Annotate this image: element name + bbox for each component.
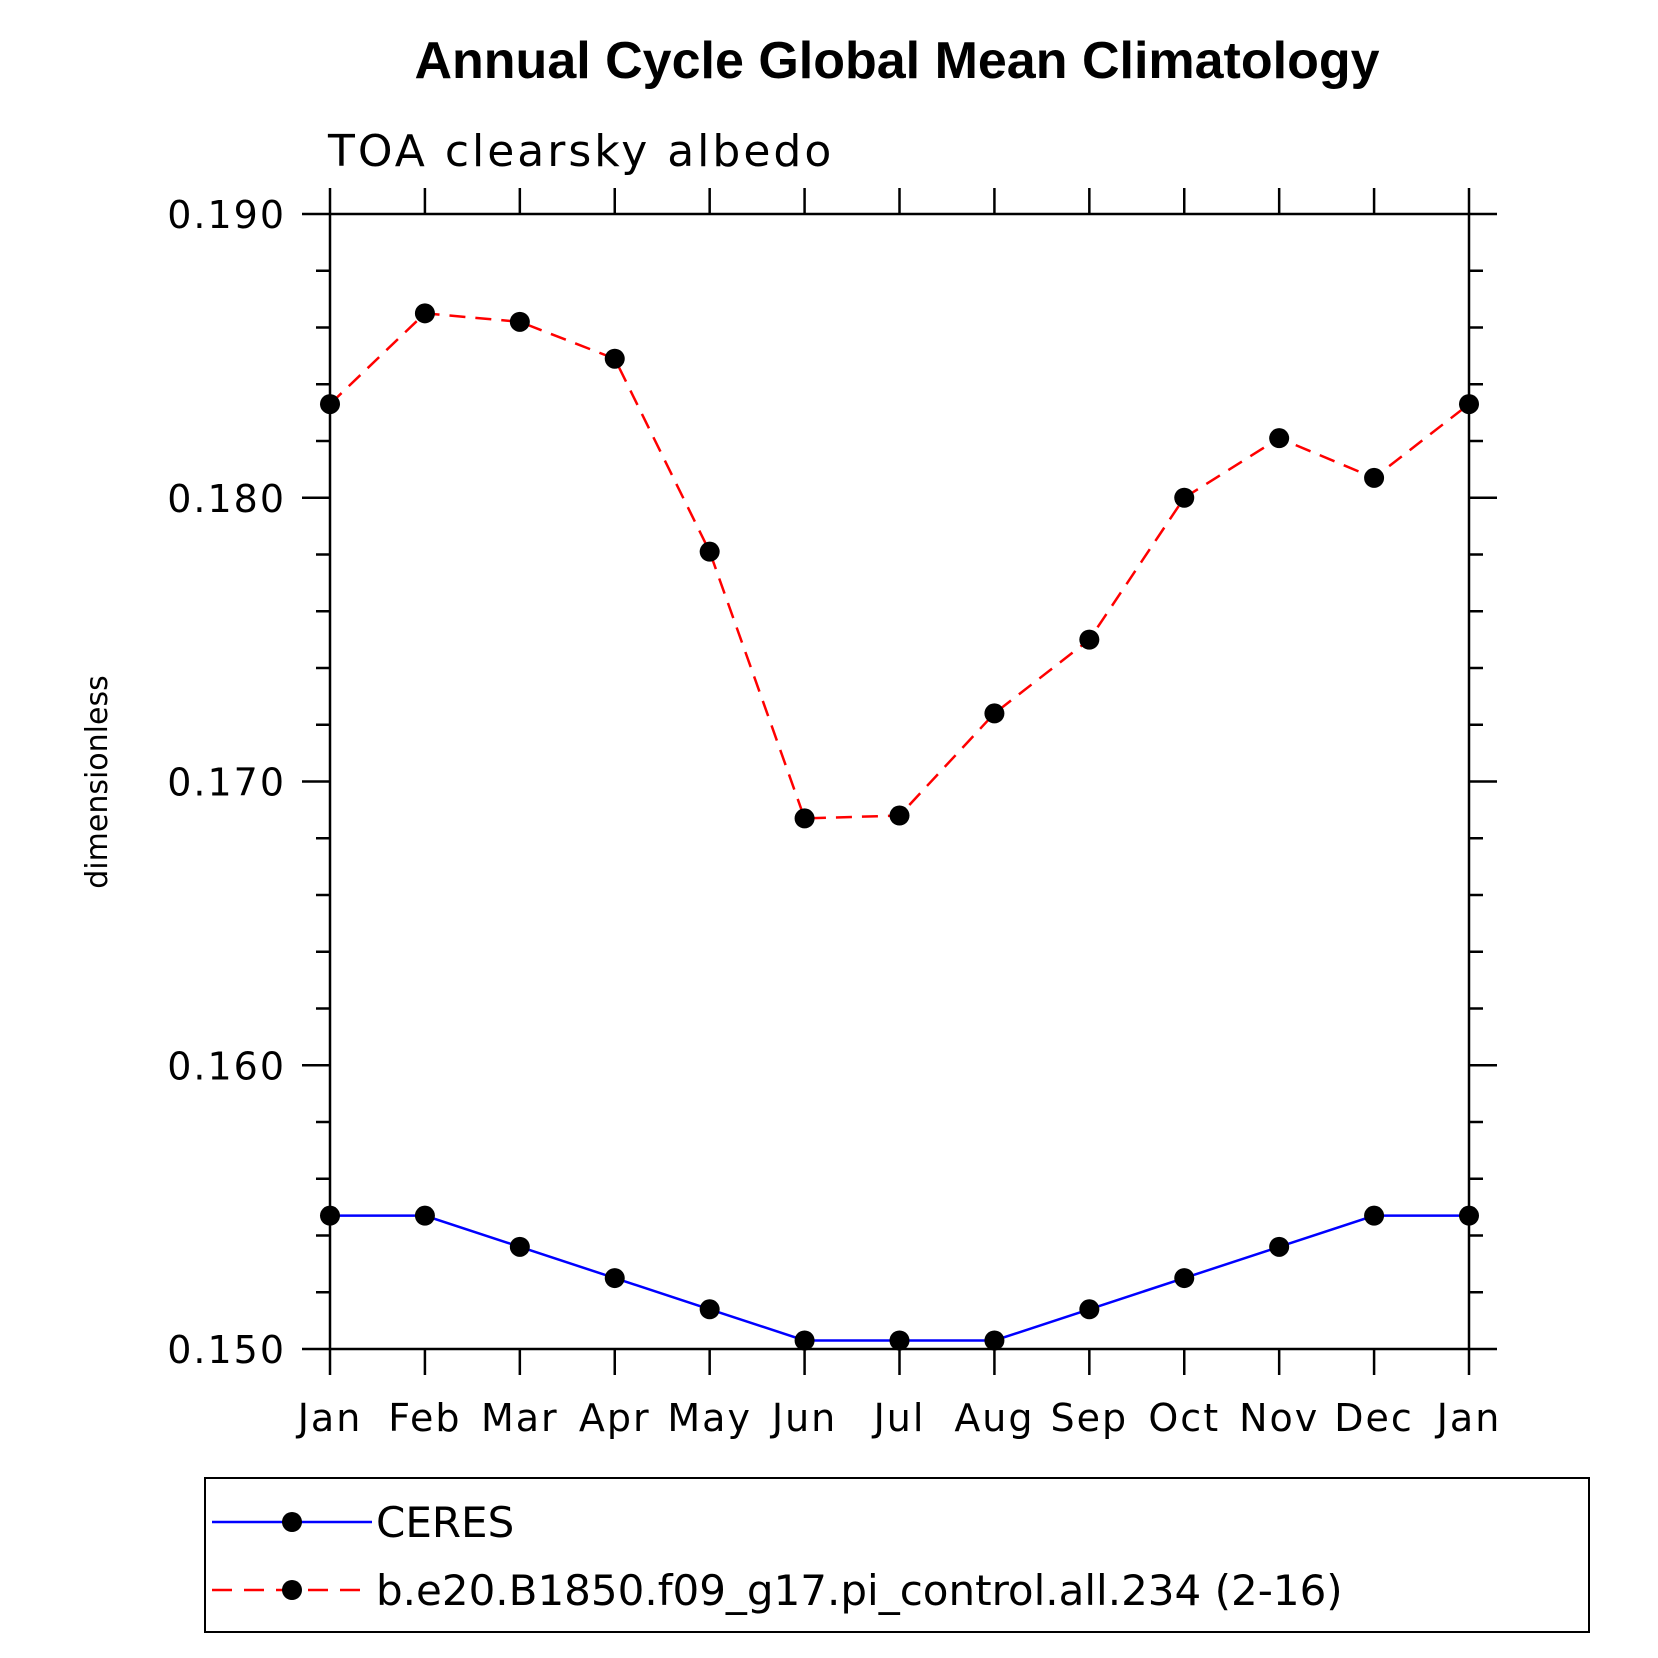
series-2-point [984, 703, 1005, 724]
x-tick-label: Apr [579, 1396, 651, 1440]
legend-box [204, 1477, 1590, 1633]
series-1-point [1079, 1299, 1100, 1320]
legend-entries: CERES b.e20.B1850.f09_g17.pi_control.all.… [212, 1498, 1343, 1615]
series-1-point [320, 1205, 340, 1226]
series-1-point [699, 1299, 720, 1320]
x-tick-label: Oct [1148, 1396, 1220, 1440]
series-1-point [414, 1205, 435, 1226]
axes [302, 188, 1497, 1375]
legend-label-2: b.e20.B1850.f09_g17.pi_control.all.234 (… [376, 1566, 1343, 1615]
series-2-point [699, 541, 720, 562]
x-tick-label: Nov [1239, 1396, 1319, 1440]
y-tick-labels: 0.150 0.160 0.170 0.180 0.190 [167, 193, 286, 1372]
x-tick-label: Jan [296, 1396, 363, 1440]
y-axis-label: dimensionless [80, 675, 115, 888]
legend-label-1: CERES [376, 1498, 514, 1547]
series-1-point [1459, 1205, 1479, 1226]
x-tick-label: Feb [388, 1396, 461, 1440]
series-2-point [414, 303, 435, 324]
x-tick-label: Dec [1334, 1396, 1414, 1440]
chart-title: Annual Cycle Global Mean Climatology [414, 32, 1379, 90]
y-tick-label: 0.180 [167, 477, 286, 521]
plot-frame [328, 212, 1471, 1351]
y-tick-label: 0.170 [167, 761, 286, 805]
series-2-point [509, 311, 530, 332]
y-tick-label: 0.150 [167, 1328, 286, 1372]
series-2-point [1174, 487, 1195, 508]
series-2-point [1364, 467, 1385, 488]
series-1-point [604, 1268, 625, 1289]
x-tick-labels: Jan Feb Mar Apr May Jun Jul Aug Sep Oct Nov Dec Jan [296, 1396, 1502, 1440]
series-1-point [794, 1330, 815, 1351]
series-1-point [889, 1330, 910, 1351]
series-1-point [1269, 1236, 1290, 1257]
series-2-point [794, 808, 815, 829]
x-tick-label: Jul [872, 1396, 926, 1440]
series-2-point [604, 348, 625, 369]
series-2-point [320, 394, 340, 415]
x-tick-label: Jun [770, 1396, 837, 1440]
series-1-point [1174, 1268, 1195, 1289]
series-2-point [1079, 629, 1100, 650]
series-line-2 [329, 312, 1470, 820]
series-2-point [1269, 428, 1290, 449]
x-tick-label: May [667, 1396, 752, 1440]
legend: CERES b.e20.B1850.f09_g17.pi_control.all.… [204, 1477, 1590, 1633]
legend-marker-1 [282, 1512, 302, 1532]
legend-marker-2 [282, 1580, 302, 1600]
series-2-point [1459, 394, 1479, 415]
y-tick-label: 0.190 [167, 193, 286, 237]
x-tick-label: Mar [481, 1396, 559, 1440]
series-layer [320, 303, 1479, 1351]
x-tick-label: Aug [954, 1396, 1034, 1440]
series-1-point [1364, 1205, 1385, 1226]
series-1-point [509, 1236, 530, 1257]
series-2-point [889, 805, 910, 826]
y-tick-label: 0.160 [167, 1044, 286, 1088]
x-tick-label: Jan [1435, 1396, 1502, 1440]
x-tick-label: Sep [1051, 1396, 1129, 1440]
chart-subtitle: TOA clearsky albedo [327, 126, 834, 177]
series-line-1 [330, 1214, 1469, 1342]
series-1-point [984, 1330, 1005, 1351]
